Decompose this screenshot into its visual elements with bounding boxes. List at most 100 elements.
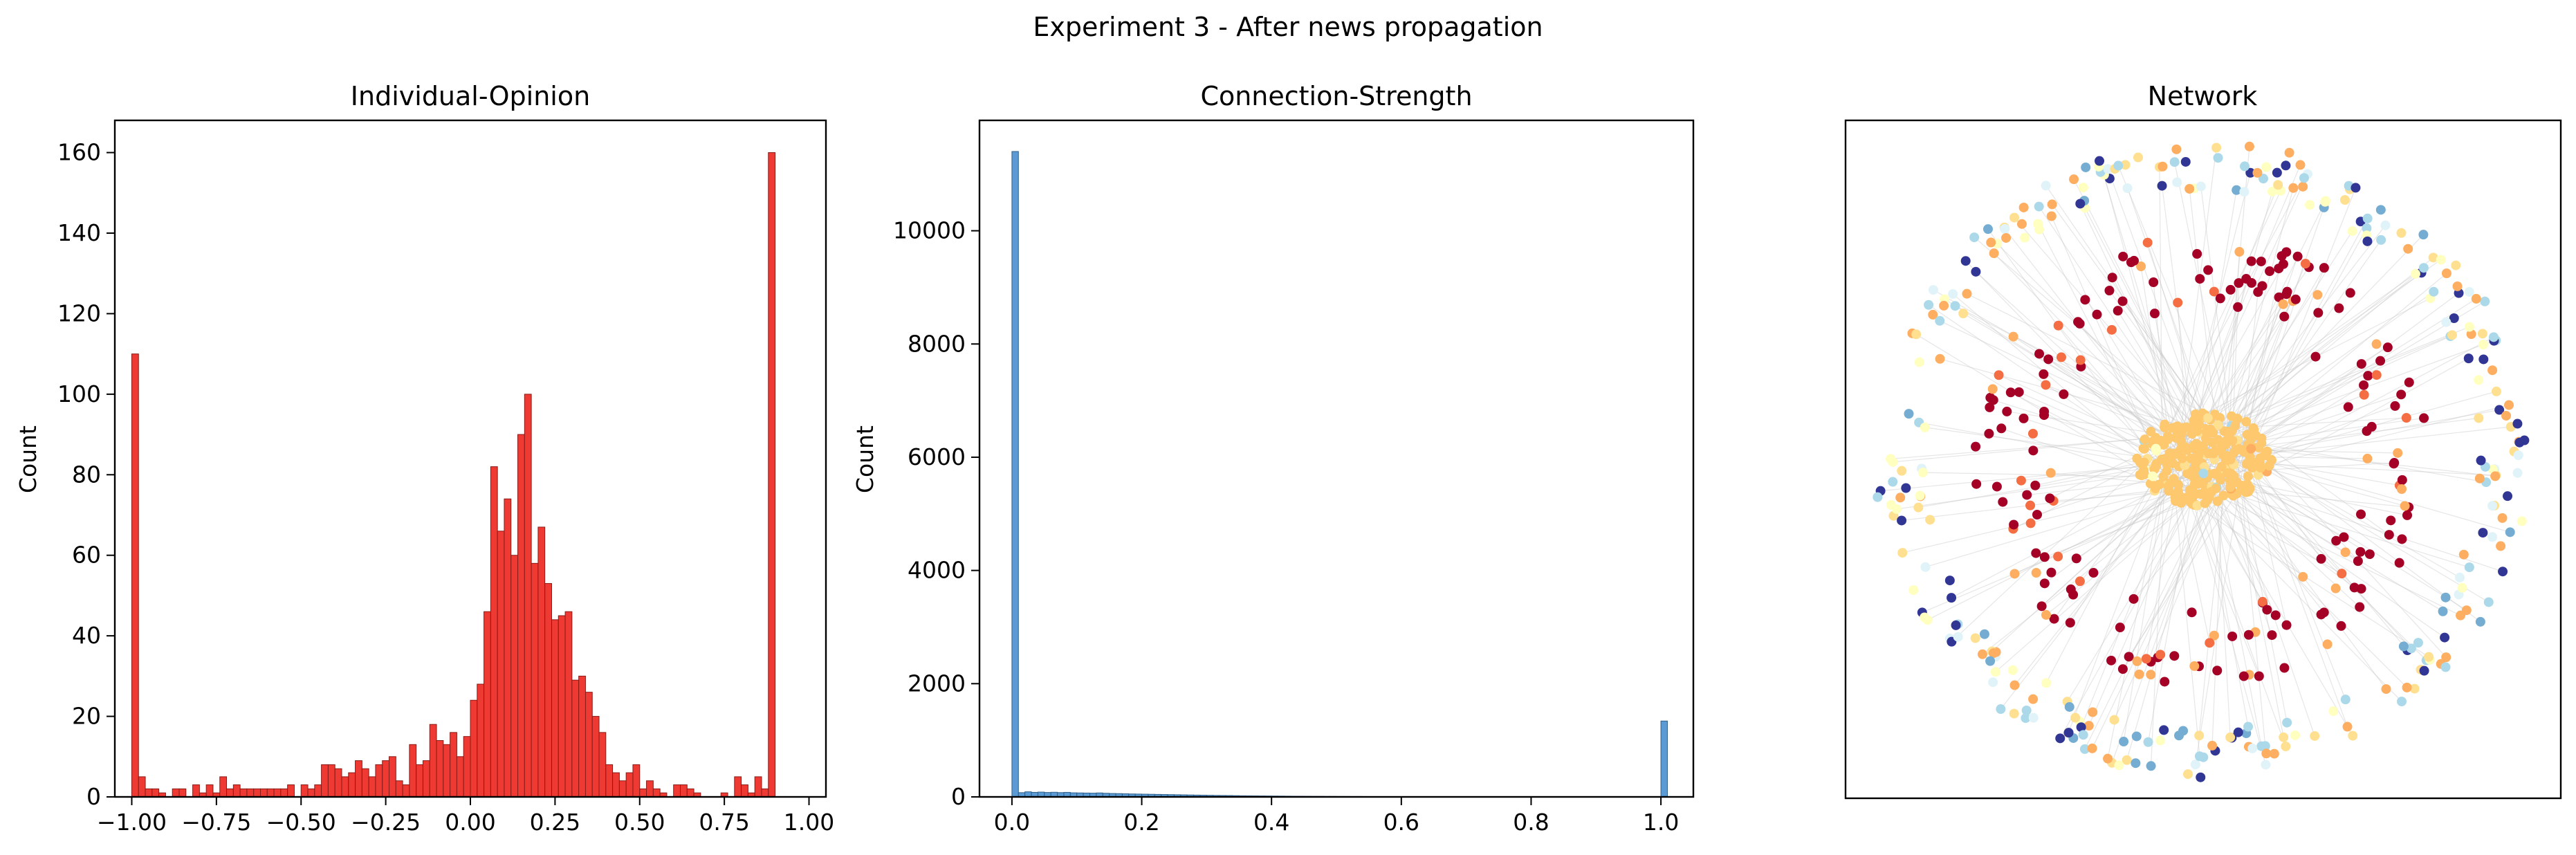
network-node xyxy=(2322,639,2333,650)
x-tick-label: −0.50 xyxy=(266,809,336,836)
network-node xyxy=(2355,602,2365,612)
network-node xyxy=(1969,232,1980,243)
network-node xyxy=(2234,247,2245,257)
network-node xyxy=(2039,369,2049,379)
network-node xyxy=(2389,459,2399,469)
network-node xyxy=(1991,481,2002,492)
y-tick-label: 10000 xyxy=(893,217,966,244)
network-node xyxy=(1962,288,1972,299)
network-edge xyxy=(1962,313,2169,436)
network-node xyxy=(2183,769,2193,780)
opinion-bar xyxy=(551,619,559,798)
network-edge xyxy=(2037,223,2169,477)
network-node xyxy=(2158,472,2169,482)
network-node xyxy=(2141,654,2151,664)
network-edge xyxy=(2212,230,2353,448)
network-node xyxy=(2200,498,2210,508)
network-node xyxy=(1971,479,1982,489)
network-node xyxy=(2087,743,2097,753)
network-node xyxy=(2075,355,2086,365)
network-node xyxy=(1985,402,1995,412)
network-node xyxy=(2092,309,2102,320)
network-node xyxy=(2243,471,2253,481)
network-node xyxy=(1935,315,1945,326)
network-node xyxy=(2491,386,2501,396)
network-node xyxy=(2162,431,2173,441)
network-node xyxy=(2340,547,2350,558)
opinion-bar xyxy=(761,788,769,798)
x-tick-label: 0.0 xyxy=(994,809,1030,836)
network-edge xyxy=(2170,185,2279,457)
network-node xyxy=(2274,264,2284,274)
opinion-bar xyxy=(259,788,268,798)
network-node xyxy=(2386,515,2396,526)
network-node xyxy=(1988,395,1998,405)
network-edge xyxy=(2107,466,2167,759)
network-node xyxy=(2140,434,2150,445)
network-edge xyxy=(2201,459,2325,613)
network-node xyxy=(2117,664,2128,674)
connection-axes-frame xyxy=(978,119,1695,798)
network-edge xyxy=(2080,360,2194,466)
network-node xyxy=(2225,732,2236,742)
network-node xyxy=(2142,237,2153,248)
network-node xyxy=(2160,454,2171,464)
network-node xyxy=(1911,329,1922,340)
network-node xyxy=(2028,445,2039,456)
opinion-bar xyxy=(484,611,491,798)
network-edge xyxy=(2240,436,2348,727)
network-node xyxy=(1950,301,1960,311)
network-node xyxy=(2122,183,2133,194)
network-edge xyxy=(2229,291,2434,436)
network-edge xyxy=(2007,411,2173,436)
network-node xyxy=(2312,290,2323,300)
network-node xyxy=(2225,454,2236,465)
network-node xyxy=(2498,567,2508,577)
network-node xyxy=(2046,567,2057,578)
network-node xyxy=(2331,535,2342,546)
opinion-bar xyxy=(625,772,634,798)
network-node xyxy=(2088,707,2098,717)
network-node xyxy=(2192,249,2202,259)
y-tick-label: 0 xyxy=(86,783,101,810)
network-node xyxy=(2185,470,2196,480)
network-node xyxy=(2209,630,2219,641)
network-edge xyxy=(2088,479,2197,726)
network-node xyxy=(2202,413,2213,423)
network-node xyxy=(2018,413,2029,423)
network-node xyxy=(2489,332,2499,342)
opinion-bar xyxy=(436,740,444,798)
opinion-bar xyxy=(470,699,478,798)
network-edge xyxy=(1967,293,2245,434)
network-node xyxy=(2513,450,2523,461)
network-node xyxy=(2396,389,2407,400)
network-node xyxy=(2172,177,2182,187)
network-edge xyxy=(1952,293,2162,473)
network-node xyxy=(2034,201,2044,212)
network-node xyxy=(1979,629,1989,639)
network-node xyxy=(2410,268,2420,279)
network-node xyxy=(2028,712,2039,723)
connection-bar xyxy=(1660,720,1668,798)
network-node xyxy=(2300,259,2310,269)
y-tick-label: 80 xyxy=(72,461,101,488)
network-node xyxy=(2220,439,2231,450)
opinion-bar xyxy=(368,776,376,798)
network-node xyxy=(2213,420,2223,430)
network-node xyxy=(1920,562,1931,572)
network-edge xyxy=(2225,475,2315,737)
network-node xyxy=(2474,413,2484,423)
network-node xyxy=(1988,677,1998,688)
network-node xyxy=(1888,477,1898,487)
network-node xyxy=(2181,493,2191,503)
network-edge xyxy=(2218,394,2364,453)
opinion-bar xyxy=(355,760,362,798)
network-node xyxy=(1990,667,2000,677)
network-node xyxy=(2157,181,2167,191)
network-node xyxy=(1985,656,1996,666)
opinion-bar xyxy=(178,788,187,798)
network-node xyxy=(2458,549,2469,560)
opinion-bar xyxy=(632,764,641,798)
network-node xyxy=(2014,387,2024,397)
network-node xyxy=(2158,161,2168,172)
